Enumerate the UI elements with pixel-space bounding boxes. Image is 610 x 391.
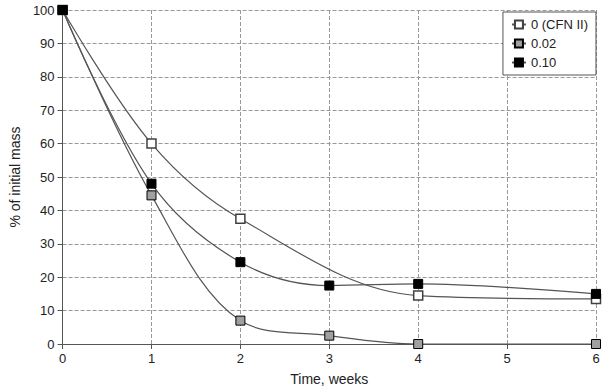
svg-text:2: 2 [237,351,244,366]
svg-text:4: 4 [415,351,422,366]
svg-text:6: 6 [592,351,599,366]
svg-text:100: 100 [33,3,55,18]
svg-text:40: 40 [40,203,54,218]
svg-text:0.10: 0.10 [531,55,556,70]
svg-text:0.02: 0.02 [531,36,556,51]
svg-text:0: 0 [59,351,66,366]
svg-text:3: 3 [326,351,333,366]
svg-text:1: 1 [148,351,155,366]
svg-text:20: 20 [40,270,54,285]
svg-text:% of initial mass: % of initial mass [7,126,23,227]
svg-text:0 (CFN II): 0 (CFN II) [531,17,588,32]
svg-text:60: 60 [40,136,54,151]
svg-text:Time, weeks: Time, weeks [290,371,368,387]
svg-text:70: 70 [40,103,54,118]
svg-text:90: 90 [40,36,54,51]
svg-text:0: 0 [47,337,54,352]
svg-text:5: 5 [503,351,510,366]
svg-text:30: 30 [40,236,54,251]
svg-text:10: 10 [40,303,54,318]
svg-text:50: 50 [40,170,54,185]
svg-text:80: 80 [40,69,54,84]
